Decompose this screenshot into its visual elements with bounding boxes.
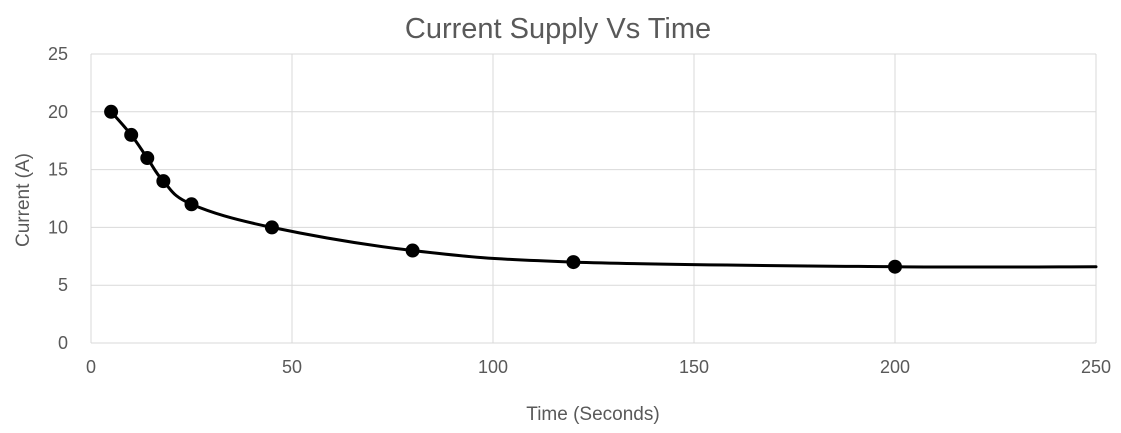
x-tick-label: 50 [282,357,302,377]
y-tick-label: 10 [48,217,68,237]
x-tick-label: 0 [86,357,96,377]
data-point [124,127,139,142]
data-points [104,104,902,274]
data-point [104,104,119,119]
gridlines [91,53,1097,343]
series-line [109,110,1098,269]
data-point [888,259,902,274]
y-axis-title: Current (A) [13,153,34,247]
series-layer [109,110,1098,269]
x-tick-label: 100 [478,357,508,377]
x-axis-title: Time (Seconds) [526,404,659,425]
data-point [184,197,199,212]
y-tick-label: 5 [58,275,68,295]
y-tick-label: 0 [58,333,68,353]
x-tick-label: 200 [880,357,910,377]
y-tick-label: 20 [48,102,68,122]
y-tick-label: 15 [48,160,68,180]
x-tick-label: 150 [679,357,709,377]
data-point [405,243,420,258]
y-tick-label: 25 [48,44,68,64]
data-point [156,174,171,189]
tick-labels: 0 50 100 150 200 250 0 5 10 15 20 25 [48,44,1111,377]
data-point [140,151,155,166]
chart-title: Current Supply Vs Time [405,13,711,45]
data-point [264,220,279,235]
data-point [566,255,581,270]
x-tick-label: 250 [1081,357,1111,377]
axes [90,54,1096,344]
